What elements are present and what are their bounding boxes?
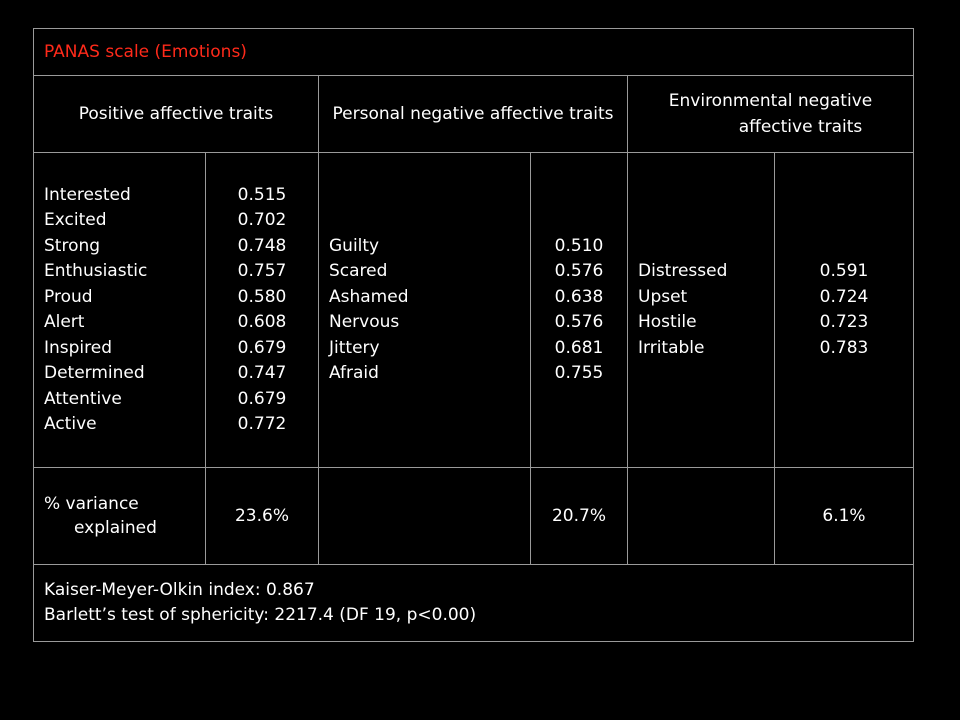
positive-labels-cell: Interested Excited Strong Enthusiastic Proud… [33, 152, 206, 468]
variance-label-line1: % variance [44, 494, 139, 514]
positive-values-list: 0.515 0.702 0.748 0.757 0.580 0.608 0.679 0.747… [206, 183, 318, 438]
positive-item-value: 0.515 [237, 184, 287, 205]
environmental-negative-item-label: Distressed [638, 261, 728, 281]
personal-negative-item-value: 0.576 [554, 312, 604, 332]
environmental-header-line1: Environmental negative [668, 91, 873, 111]
empty-cell [627, 467, 775, 565]
panas-table: PANAS scale (Emotions) Positive affectiv… [33, 28, 914, 642]
positive-item-label: Interested [44, 184, 131, 205]
positive-item-value: 0.679 [237, 388, 287, 409]
positive-labels-list: Interested Excited Strong Enthusiastic Proud… [44, 183, 205, 438]
environmental-header-line2: affective traits [738, 117, 863, 137]
group-header-row: Positive affective traits Personal negat… [33, 75, 914, 153]
personal-negative-item-value: 0.576 [554, 261, 604, 281]
positive-item-value: 0.748 [237, 235, 287, 256]
environmental-negative-values-cell: 0.591 0.724 0.723 0.783 [774, 152, 914, 468]
variance-row: % variance explained 23.6% 20.7% 6.1% [33, 467, 914, 565]
positive-group-header: Positive affective traits [33, 75, 319, 153]
personal-negative-values-list: 0.510 0.576 0.638 0.576 0.681 0.755 [531, 234, 627, 387]
kmo-index: Kaiser-Meyer-Olkin index: 0.867 [44, 580, 315, 600]
positive-item-label: Inspired [44, 337, 113, 358]
positive-item-label: Attentive [44, 388, 122, 409]
positive-values-cell: 0.515 0.702 0.748 0.757 0.580 0.608 0.679 0.747… [205, 152, 319, 468]
personal-negative-item-value: 0.755 [554, 363, 604, 383]
positive-item-label: Proud [44, 286, 93, 307]
positive-item-label: Strong [44, 235, 101, 256]
positive-item-label: Alert [44, 312, 85, 332]
personal-negative-item-label: Jittery [329, 337, 380, 358]
positive-item-label: Active [44, 414, 97, 434]
environmental-negative-item-label: Upset [638, 286, 688, 307]
personal-negative-variance: 20.7% [530, 467, 628, 565]
personal-negative-item-label: Afraid [329, 363, 379, 383]
positive-item-value: 0.702 [237, 210, 287, 230]
personal-negative-item-label: Nervous [329, 312, 400, 332]
items-row: Interested Excited Strong Enthusiastic Proud… [33, 152, 914, 468]
variance-label-line2: explained [74, 518, 157, 538]
environmental-negative-labels-cell: Distressed Upset Hostile Irritable [627, 152, 775, 468]
environmental-negative-item-value: 0.724 [819, 286, 869, 307]
environmental-negative-item-value: 0.783 [819, 337, 869, 358]
table-title: PANAS scale (Emotions) [33, 28, 914, 76]
personal-negative-item-label: Scared [329, 261, 388, 281]
positive-item-label: Excited [44, 210, 107, 230]
positive-item-label: Determined [44, 363, 145, 383]
positive-item-value: 0.747 [237, 363, 287, 383]
positive-variance: 23.6% [205, 467, 319, 565]
positive-item-value: 0.772 [237, 414, 287, 434]
environmental-negative-item-label: Irritable [638, 337, 705, 358]
variance-label-cell: % variance explained [33, 467, 206, 565]
personal-negative-labels-list: Guilty Scared Ashamed Nervous Jittery Afraid [329, 234, 530, 387]
environmental-negative-item-value: 0.591 [819, 261, 869, 281]
stats-row: Kaiser-Meyer-Olkin index: 0.867 Barlett’… [33, 564, 914, 642]
personal-negative-values-cell: 0.510 0.576 0.638 0.576 0.681 0.755 [530, 152, 628, 468]
positive-item-value: 0.757 [237, 261, 287, 281]
environmental-negative-item-value: 0.723 [819, 312, 869, 332]
personal-negative-item-value: 0.510 [554, 235, 604, 256]
personal-negative-item-label: Ashamed [329, 286, 409, 307]
positive-item-value: 0.608 [237, 312, 287, 332]
personal-negative-item-value: 0.681 [554, 337, 604, 358]
personal-negative-group-header: Personal negative affective traits [318, 75, 628, 153]
environmental-negative-values-list: 0.591 0.724 0.723 0.783 [775, 259, 913, 361]
positive-item-value: 0.679 [237, 337, 287, 358]
environmental-negative-item-label: Hostile [638, 312, 697, 332]
positive-item-value: 0.580 [237, 286, 287, 307]
personal-negative-item-value: 0.638 [554, 286, 604, 307]
title-row: PANAS scale (Emotions) [33, 28, 914, 76]
personal-negative-labels-cell: Guilty Scared Ashamed Nervous Jittery Afraid [318, 152, 531, 468]
empty-cell [318, 467, 531, 565]
positive-item-label: Enthusiastic [44, 261, 148, 281]
stats-cell: Kaiser-Meyer-Olkin index: 0.867 Barlett’… [33, 564, 914, 642]
environmental-negative-labels-list: Distressed Upset Hostile Irritable [638, 259, 774, 361]
environmental-negative-variance: 6.1% [774, 467, 914, 565]
personal-negative-item-label: Guilty [329, 235, 380, 256]
environmental-negative-group-header: Environmental negative affective traits [627, 75, 914, 153]
bartlett-test: Barlett’s test of sphericity: 2217.4 (DF… [44, 605, 477, 625]
